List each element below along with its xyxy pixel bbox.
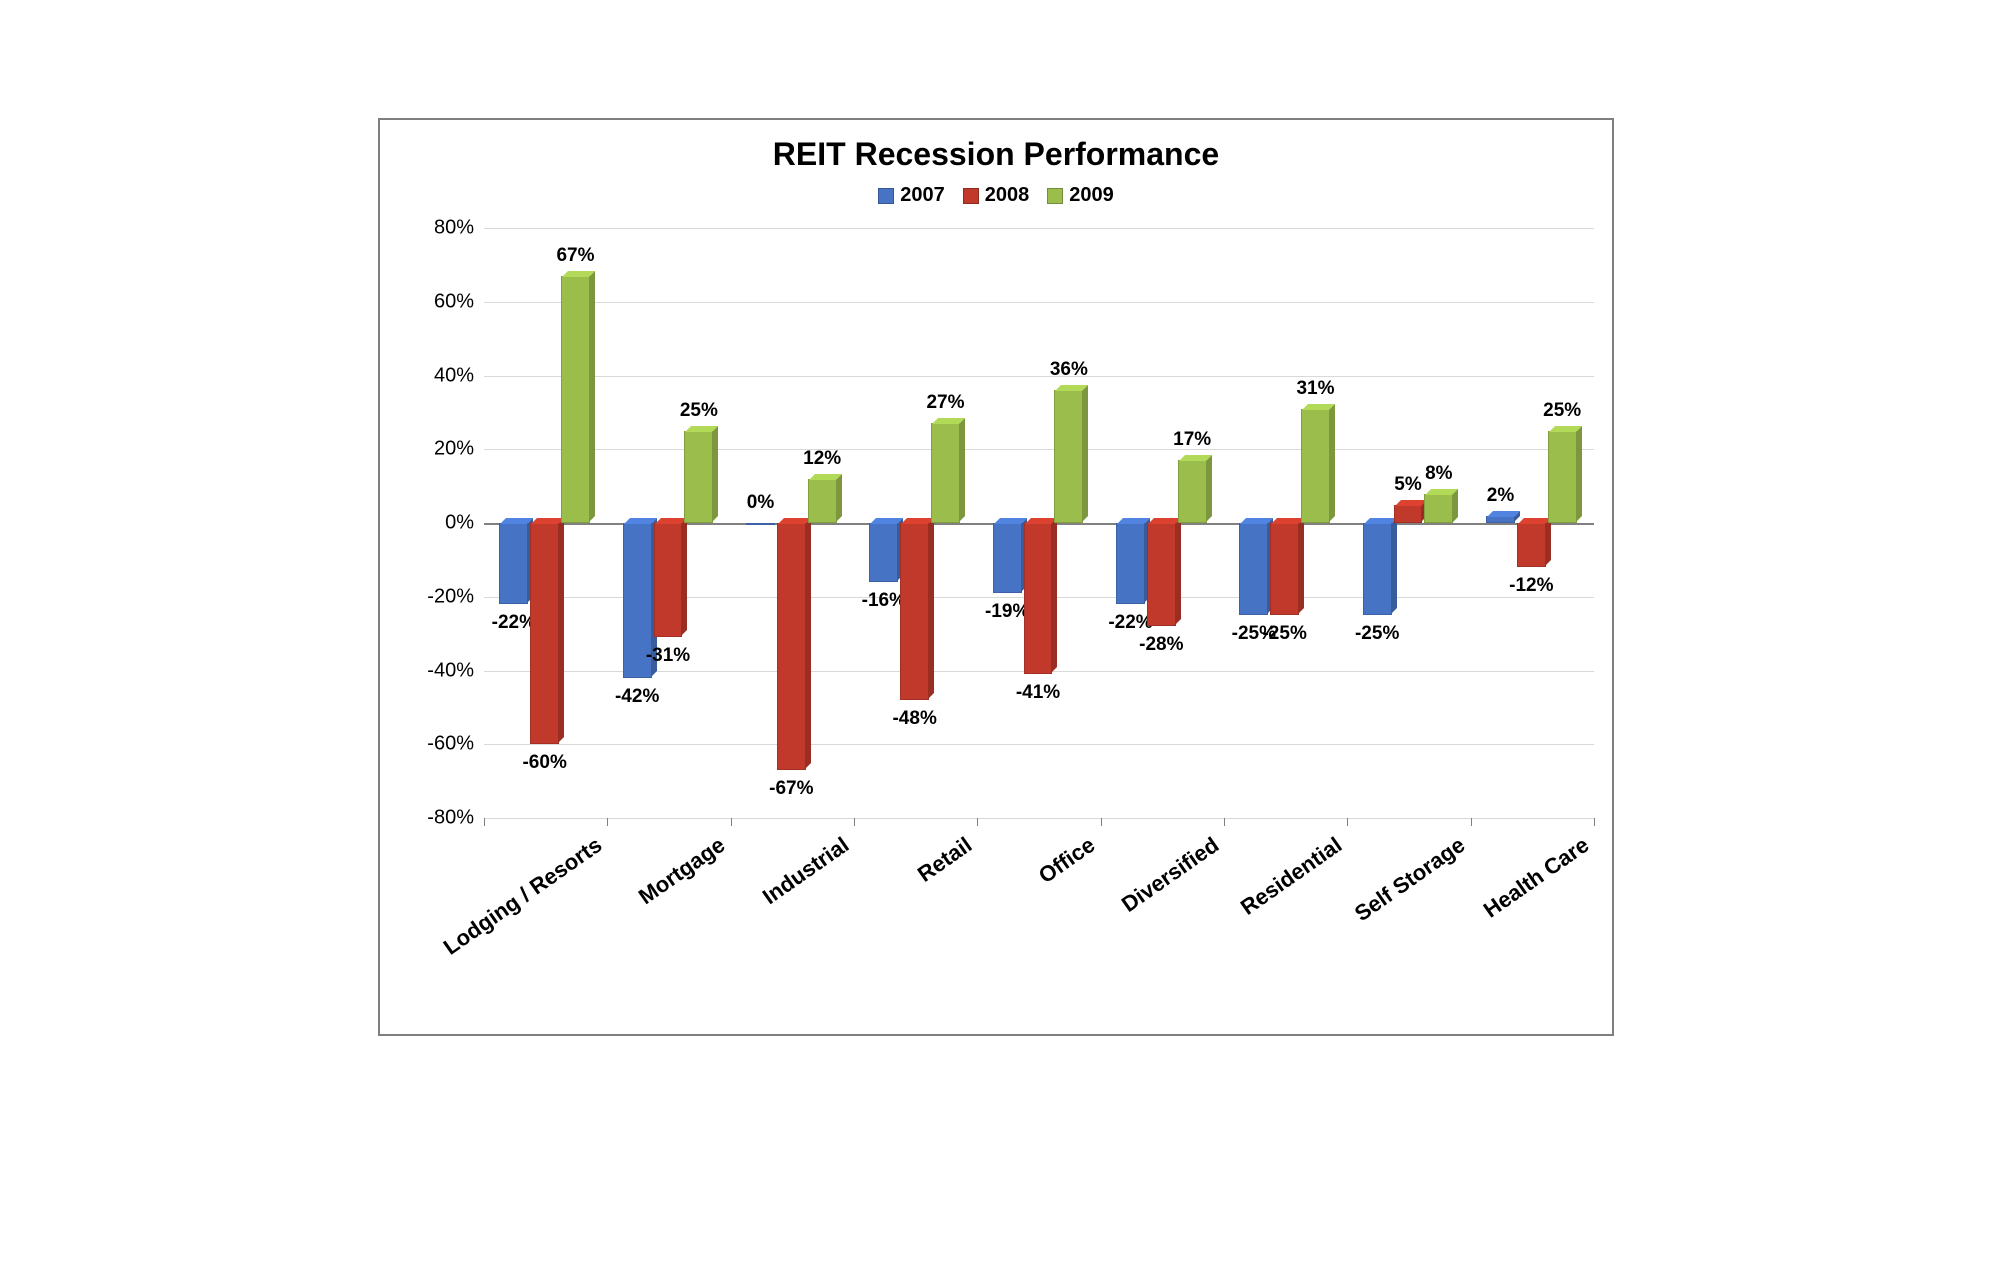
gridline: [484, 744, 1594, 745]
gridline: [484, 376, 1594, 377]
bar: [561, 276, 590, 523]
data-label: 2%: [1487, 485, 1514, 507]
data-label: -41%: [1016, 682, 1060, 704]
legend-label: 2009: [1069, 184, 1114, 207]
bar: [900, 523, 929, 700]
y-tick-label: 0%: [445, 512, 484, 535]
x-tick: [1101, 818, 1102, 826]
data-label: 25%: [1543, 400, 1581, 422]
y-tick-label: -20%: [427, 585, 484, 608]
bar: [1363, 523, 1392, 615]
y-tick-label: -40%: [427, 659, 484, 682]
x-category-label: Residential: [1119, 832, 1347, 1002]
data-label: -31%: [646, 645, 690, 667]
y-tick-label: 20%: [434, 438, 484, 461]
bar: [931, 423, 960, 523]
data-label: -48%: [892, 708, 936, 730]
bar: [530, 523, 559, 744]
x-tick: [607, 818, 608, 826]
bar: [1116, 523, 1145, 604]
data-label: 8%: [1425, 463, 1452, 485]
bar: [1548, 431, 1577, 523]
x-category-label: Mortgage: [502, 832, 730, 1002]
data-label: 17%: [1173, 429, 1211, 451]
x-tick: [1471, 818, 1472, 826]
gridline: [484, 302, 1594, 303]
data-label: -42%: [615, 686, 659, 708]
x-tick: [1224, 818, 1225, 826]
x-tick: [1594, 818, 1595, 826]
bar: [1178, 460, 1207, 523]
plot-area: -80%-60%-40%-20%0%20%40%60%80%-22%-60%67…: [484, 228, 1594, 818]
legend-label: 2008: [985, 184, 1030, 207]
x-category-label: Industrial: [626, 832, 854, 1002]
bar: [1054, 390, 1083, 523]
legend-item: 2009: [1047, 184, 1114, 207]
y-tick-label: 40%: [434, 364, 484, 387]
data-label: 27%: [926, 392, 964, 414]
bar: [1024, 523, 1053, 674]
x-category-label: Health Care: [1366, 832, 1594, 1002]
legend-item: 2008: [963, 184, 1030, 207]
x-category-label: Self Storage: [1242, 832, 1470, 1002]
bar: [1270, 523, 1299, 615]
bar: [1517, 523, 1546, 567]
bar: [499, 523, 528, 604]
data-label: -25%: [1355, 623, 1399, 645]
bar: [1147, 523, 1176, 626]
data-label: -12%: [1509, 575, 1553, 597]
y-tick-label: -80%: [427, 807, 484, 830]
x-tick: [484, 818, 485, 826]
bar: [1486, 516, 1515, 523]
x-category-label: Diversified: [996, 832, 1224, 1002]
chart-canvas: REIT Recession Performance 200720082009 …: [0, 0, 2006, 1272]
data-label: 36%: [1050, 359, 1088, 381]
bar: [1424, 494, 1453, 524]
legend-item: 2007: [878, 184, 945, 207]
data-label: 12%: [803, 448, 841, 470]
bar: [1239, 523, 1268, 615]
x-tick: [854, 818, 855, 826]
gridline: [484, 449, 1594, 450]
bar: [777, 523, 806, 770]
x-tick: [1347, 818, 1348, 826]
x-tick: [977, 818, 978, 826]
data-label: -67%: [769, 778, 813, 800]
y-tick-label: 80%: [434, 217, 484, 240]
chart-frame: REIT Recession Performance 200720082009 …: [378, 118, 1614, 1036]
gridline: [484, 818, 1594, 819]
y-tick-label: -60%: [427, 733, 484, 756]
data-label: 31%: [1296, 378, 1334, 400]
data-label: 25%: [680, 400, 718, 422]
data-label: 5%: [1394, 474, 1421, 496]
bar: [808, 479, 837, 523]
x-tick: [731, 818, 732, 826]
x-category-label: Lodging / Resorts: [379, 832, 607, 1002]
data-label: 67%: [556, 245, 594, 267]
bar: [1394, 505, 1423, 523]
bar: [654, 523, 683, 637]
legend-swatch: [963, 188, 979, 204]
bar: [993, 523, 1022, 593]
data-label: -60%: [522, 752, 566, 774]
legend-swatch: [878, 188, 894, 204]
x-category-label: Office: [872, 832, 1100, 1002]
gridline: [484, 228, 1594, 229]
legend-label: 2007: [900, 184, 945, 207]
bar: [869, 523, 898, 582]
data-label: 0%: [747, 492, 774, 514]
legend-swatch: [1047, 188, 1063, 204]
chart-title: REIT Recession Performance: [380, 136, 1612, 173]
bar: [746, 523, 775, 525]
y-tick-label: 60%: [434, 290, 484, 313]
bar: [684, 431, 713, 523]
bar: [1301, 409, 1330, 523]
x-category-label: Retail: [749, 832, 977, 1002]
data-label: -25%: [1262, 623, 1306, 645]
data-label: -28%: [1139, 634, 1183, 656]
chart-legend: 2007 2008 2009: [380, 184, 1612, 207]
